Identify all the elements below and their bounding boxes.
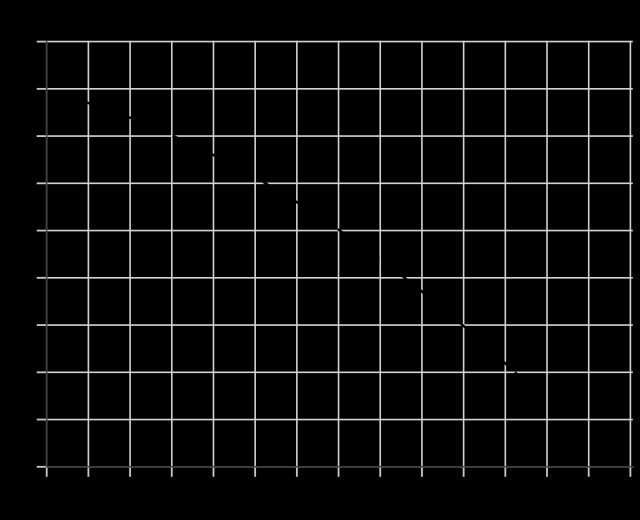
data-line-dashed-declining-curve (65, 94, 520, 377)
